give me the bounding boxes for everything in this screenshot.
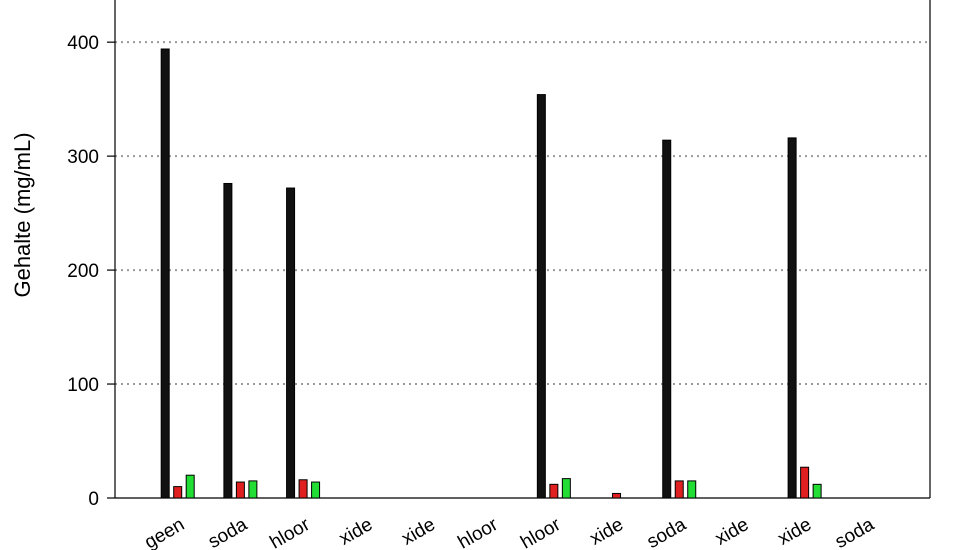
x-tick-label: xide: [712, 514, 753, 550]
bar: [173, 486, 183, 499]
x-tick-label: geen: [141, 514, 188, 550]
x-tick-label: hloor: [455, 514, 503, 550]
bar: [286, 187, 296, 499]
y-tick-label: 200: [67, 261, 99, 282]
x-tick-label: xide: [774, 514, 815, 550]
bar: [549, 483, 559, 499]
bar: [235, 481, 245, 499]
bar: [687, 480, 697, 499]
y-tick-label: 0: [88, 489, 99, 510]
bar: [311, 481, 321, 499]
bar: [223, 182, 233, 499]
bar: [561, 478, 571, 499]
bar: [185, 474, 195, 499]
bar: [536, 94, 546, 499]
x-tick-label: xide: [586, 514, 627, 550]
bar: [160, 48, 170, 499]
bar: [812, 483, 822, 499]
bar: [248, 480, 258, 499]
x-tick-label: soda: [205, 514, 252, 550]
y-axis-label: Gehalte (mg/mL): [10, 132, 35, 297]
x-tick-label: hloor: [266, 514, 314, 550]
x-tick-label: soda: [644, 514, 691, 550]
bar: [298, 479, 308, 499]
x-tick-label: xide: [398, 514, 439, 550]
y-tick-label: 100: [67, 375, 99, 396]
y-tick-label: 300: [67, 147, 99, 168]
bar: [662, 139, 672, 499]
bar: [800, 466, 810, 499]
bar: [674, 480, 684, 499]
y-tick-label: 400: [67, 33, 99, 54]
x-tick-label: hloor: [517, 514, 565, 550]
x-tick-label: xide: [336, 514, 377, 550]
x-tick-label: soda: [832, 514, 879, 550]
bar: [612, 492, 622, 499]
bar: [787, 137, 797, 499]
